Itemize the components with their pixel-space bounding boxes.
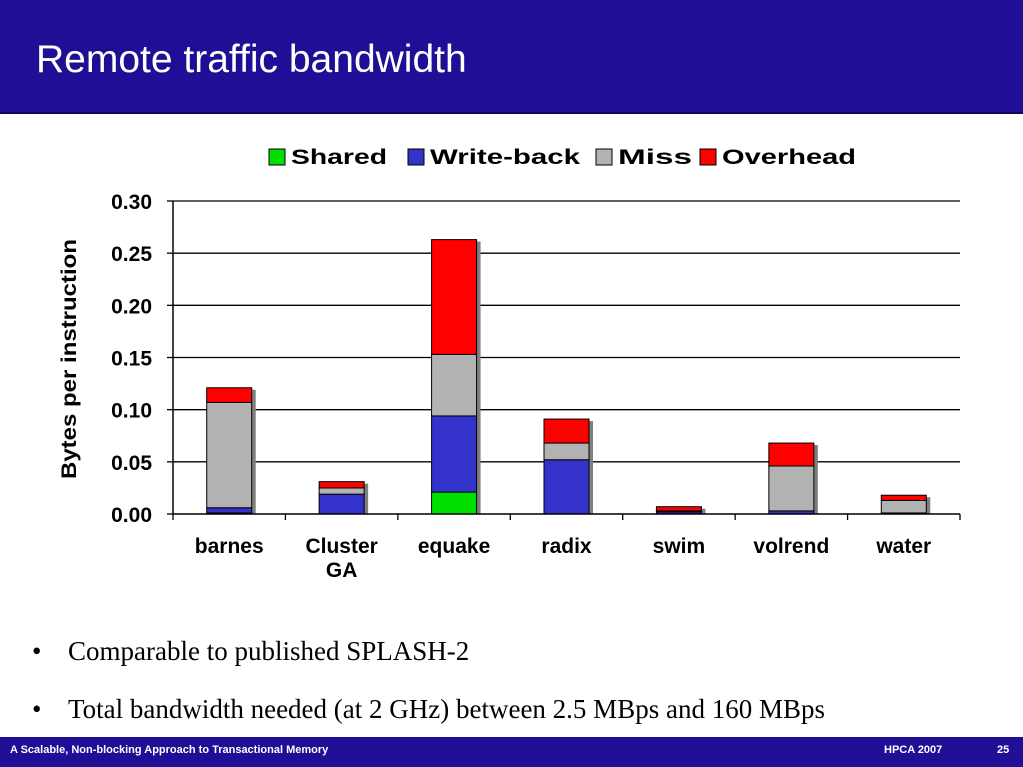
- bullet-item: • Comparable to published SPLASH-2: [30, 636, 825, 694]
- bar-segment: [880, 499, 927, 514]
- bar-segment: [880, 494, 927, 501]
- bullet-item: • Total bandwidth needed (at 2 GHz) betw…: [30, 694, 825, 752]
- bar-segment: [206, 507, 253, 514]
- x-tick-label: volrend: [753, 535, 829, 558]
- stacked-bar-chart: Shared Write-back Miss Overhead 0.00 0.05 0.1…: [58, 146, 961, 582]
- legend-swatch: [595, 148, 613, 166]
- x-tick-label: water: [875, 535, 931, 558]
- bar-segment: [768, 442, 815, 467]
- legend-label: Overhead: [722, 146, 856, 169]
- bullet-marker: •: [32, 636, 42, 666]
- bullet-list: • Comparable to published SPLASH-2 • Tot…: [30, 636, 825, 752]
- bar-segment: [318, 481, 365, 489]
- y-tick-label: 0.05: [111, 452, 152, 475]
- y-axis-label: Bytes per instruction: [58, 239, 81, 479]
- footer-bar: A Scalable, Non-blocking Approach to Tra…: [0, 737, 1023, 767]
- bullet-text: Comparable to published SPLASH-2: [68, 636, 470, 666]
- bar-segment: [318, 493, 365, 515]
- bar-segment: [206, 401, 253, 509]
- x-tick-label: radix: [541, 535, 592, 558]
- legend-swatch: [407, 148, 425, 166]
- bar-segment: [431, 491, 478, 515]
- footer-paper-title: A Scalable, Non-blocking Approach to Tra…: [10, 744, 329, 756]
- chart-legend: Shared Write-back Miss Overhead: [268, 146, 856, 169]
- bar-segment: [431, 353, 478, 417]
- bar-segment: [543, 418, 590, 444]
- y-tick-label: 0.25: [111, 243, 152, 266]
- x-tick-label: equake: [418, 535, 490, 558]
- bar-segment: [655, 506, 702, 512]
- slide-title: Remote traffic bandwidth: [36, 38, 467, 81]
- x-tick-label: swim: [653, 535, 706, 558]
- chart-gridlines: [173, 200, 960, 463]
- chart-axes: [172, 201, 961, 520]
- bar-segment: [543, 442, 590, 461]
- bar-segment: [431, 239, 478, 355]
- legend-label: Miss: [618, 146, 692, 169]
- x-tick-label: barnes: [195, 535, 264, 558]
- y-tick-label: 0.15: [111, 348, 152, 371]
- chart-bars: [206, 239, 931, 515]
- title-bar: Remote traffic bandwidth: [0, 0, 1023, 114]
- legend-swatch: [268, 148, 286, 166]
- x-axis-labels: barnes Cluster GA equake radix swim volrend wat…: [195, 535, 931, 582]
- bullet-marker: •: [32, 694, 42, 724]
- y-axis-ticks: 0.00 0.05 0.10 0.15 0.20 0.25 0.30: [111, 191, 173, 527]
- bar-segment: [318, 487, 365, 495]
- page-number: 25: [997, 744, 1010, 756]
- bar-segment: [543, 459, 590, 515]
- footer-conference: HPCA 2007: [884, 744, 943, 756]
- x-tick-label: Cluster GA: [305, 535, 377, 582]
- y-tick-label: 0.20: [111, 295, 152, 318]
- legend-label: Shared: [291, 146, 387, 169]
- bar-segment: [768, 465, 815, 512]
- bullet-text: Total bandwidth needed (at 2 GHz) betwee…: [68, 694, 825, 724]
- y-tick-label: 0.00: [111, 504, 152, 527]
- legend-swatch: [699, 148, 717, 166]
- legend-label: Write-back: [430, 146, 580, 169]
- bar-segment: [206, 387, 253, 403]
- y-tick-label: 0.30: [111, 191, 152, 214]
- y-tick-label: 0.10: [111, 400, 152, 423]
- bar-segment: [431, 415, 478, 493]
